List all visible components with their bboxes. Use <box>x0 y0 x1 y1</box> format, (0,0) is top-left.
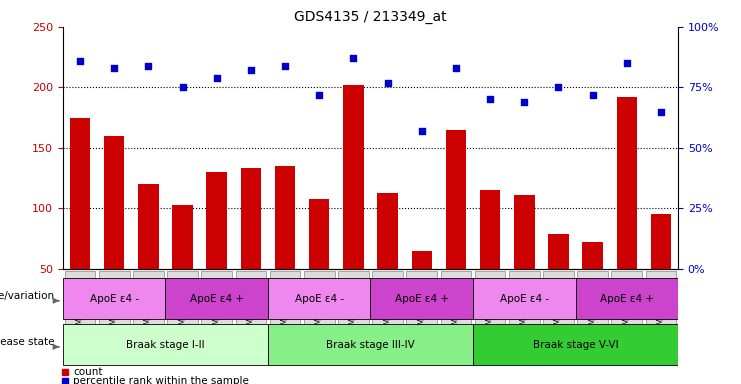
Bar <box>411 251 432 329</box>
Text: GSM735104: GSM735104 <box>315 287 324 335</box>
Point <box>176 84 188 91</box>
FancyBboxPatch shape <box>99 271 130 352</box>
FancyBboxPatch shape <box>475 271 505 352</box>
Point <box>655 109 667 115</box>
Bar <box>548 234 568 329</box>
Text: GSM735105: GSM735105 <box>349 287 358 335</box>
Text: GSM735095: GSM735095 <box>212 287 222 335</box>
FancyBboxPatch shape <box>576 278 678 319</box>
Text: GSM735094: GSM735094 <box>178 287 187 335</box>
Bar <box>651 214 671 329</box>
FancyBboxPatch shape <box>202 271 232 352</box>
Bar <box>445 130 466 329</box>
FancyBboxPatch shape <box>268 324 473 365</box>
FancyBboxPatch shape <box>577 271 608 352</box>
Bar <box>104 136 124 329</box>
FancyBboxPatch shape <box>270 271 300 352</box>
Text: GSM735110: GSM735110 <box>519 287 529 335</box>
Point <box>108 65 120 71</box>
Text: GSM735101: GSM735101 <box>417 287 426 335</box>
Text: count: count <box>73 367 103 377</box>
Text: GSM735100: GSM735100 <box>383 287 392 335</box>
Text: Braak stage I-II: Braak stage I-II <box>126 339 205 350</box>
Text: ApoE ε4 +: ApoE ε4 + <box>190 293 244 304</box>
FancyBboxPatch shape <box>473 324 678 365</box>
Title: GDS4135 / 213349_at: GDS4135 / 213349_at <box>294 10 447 25</box>
Point <box>279 63 291 69</box>
Point <box>587 91 599 98</box>
FancyBboxPatch shape <box>372 271 403 352</box>
Bar <box>173 205 193 329</box>
Text: Braak stage III-IV: Braak stage III-IV <box>326 339 415 350</box>
Point <box>416 128 428 134</box>
Bar <box>241 169 261 329</box>
Text: GSM735111: GSM735111 <box>554 287 563 335</box>
Text: GSM735102: GSM735102 <box>451 287 460 335</box>
FancyBboxPatch shape <box>543 271 574 352</box>
Text: GSM735099: GSM735099 <box>144 287 153 335</box>
FancyBboxPatch shape <box>406 271 437 352</box>
Bar <box>377 193 398 329</box>
FancyBboxPatch shape <box>133 271 164 352</box>
Point <box>518 99 530 105</box>
Text: genotype/variation: genotype/variation <box>0 291 55 301</box>
FancyBboxPatch shape <box>611 271 642 352</box>
Text: Braak stage V-VI: Braak stage V-VI <box>533 339 618 350</box>
FancyBboxPatch shape <box>370 278 473 319</box>
Text: ApoE ε4 -: ApoE ε4 - <box>295 293 344 304</box>
Point <box>245 67 257 73</box>
Bar <box>138 184 159 329</box>
Text: GSM735098: GSM735098 <box>110 287 119 335</box>
Text: ApoE ε4 +: ApoE ε4 + <box>395 293 449 304</box>
Bar <box>275 166 296 329</box>
Text: GSM735103: GSM735103 <box>281 287 290 335</box>
Text: ApoE ε4 -: ApoE ε4 - <box>499 293 549 304</box>
FancyBboxPatch shape <box>236 271 266 352</box>
FancyBboxPatch shape <box>473 278 576 319</box>
Point <box>348 55 359 61</box>
Point <box>484 96 496 103</box>
FancyBboxPatch shape <box>268 278 370 319</box>
FancyBboxPatch shape <box>64 271 96 352</box>
FancyBboxPatch shape <box>509 271 539 352</box>
FancyBboxPatch shape <box>63 324 268 365</box>
FancyBboxPatch shape <box>645 271 677 352</box>
Text: GSM735109: GSM735109 <box>485 287 494 335</box>
Text: GSM735096: GSM735096 <box>247 287 256 335</box>
Bar <box>343 85 364 329</box>
Point <box>553 84 565 91</box>
Text: GSM735097: GSM735097 <box>76 287 84 335</box>
Point <box>382 79 393 86</box>
Text: ApoE ε4 +: ApoE ε4 + <box>599 293 654 304</box>
FancyBboxPatch shape <box>63 278 165 319</box>
Text: GSM735106: GSM735106 <box>588 287 597 335</box>
Text: GSM735107: GSM735107 <box>622 287 631 335</box>
Bar <box>207 172 227 329</box>
Point <box>74 58 86 64</box>
FancyBboxPatch shape <box>441 271 471 352</box>
Text: percentile rank within the sample: percentile rank within the sample <box>73 376 249 384</box>
Bar <box>309 199 330 329</box>
Bar <box>582 242 603 329</box>
Text: disease state: disease state <box>0 338 55 348</box>
Bar <box>70 118 90 329</box>
FancyBboxPatch shape <box>338 271 369 352</box>
Text: ApoE ε4 -: ApoE ε4 - <box>90 293 139 304</box>
Bar <box>480 190 500 329</box>
FancyBboxPatch shape <box>304 271 335 352</box>
Point <box>142 63 154 69</box>
FancyBboxPatch shape <box>167 271 198 352</box>
Point <box>450 65 462 71</box>
Bar <box>617 97 637 329</box>
Bar <box>514 195 534 329</box>
Text: GSM735108: GSM735108 <box>657 287 665 335</box>
FancyBboxPatch shape <box>165 278 268 319</box>
Point <box>210 74 222 81</box>
Point <box>313 91 325 98</box>
Point <box>621 60 633 66</box>
